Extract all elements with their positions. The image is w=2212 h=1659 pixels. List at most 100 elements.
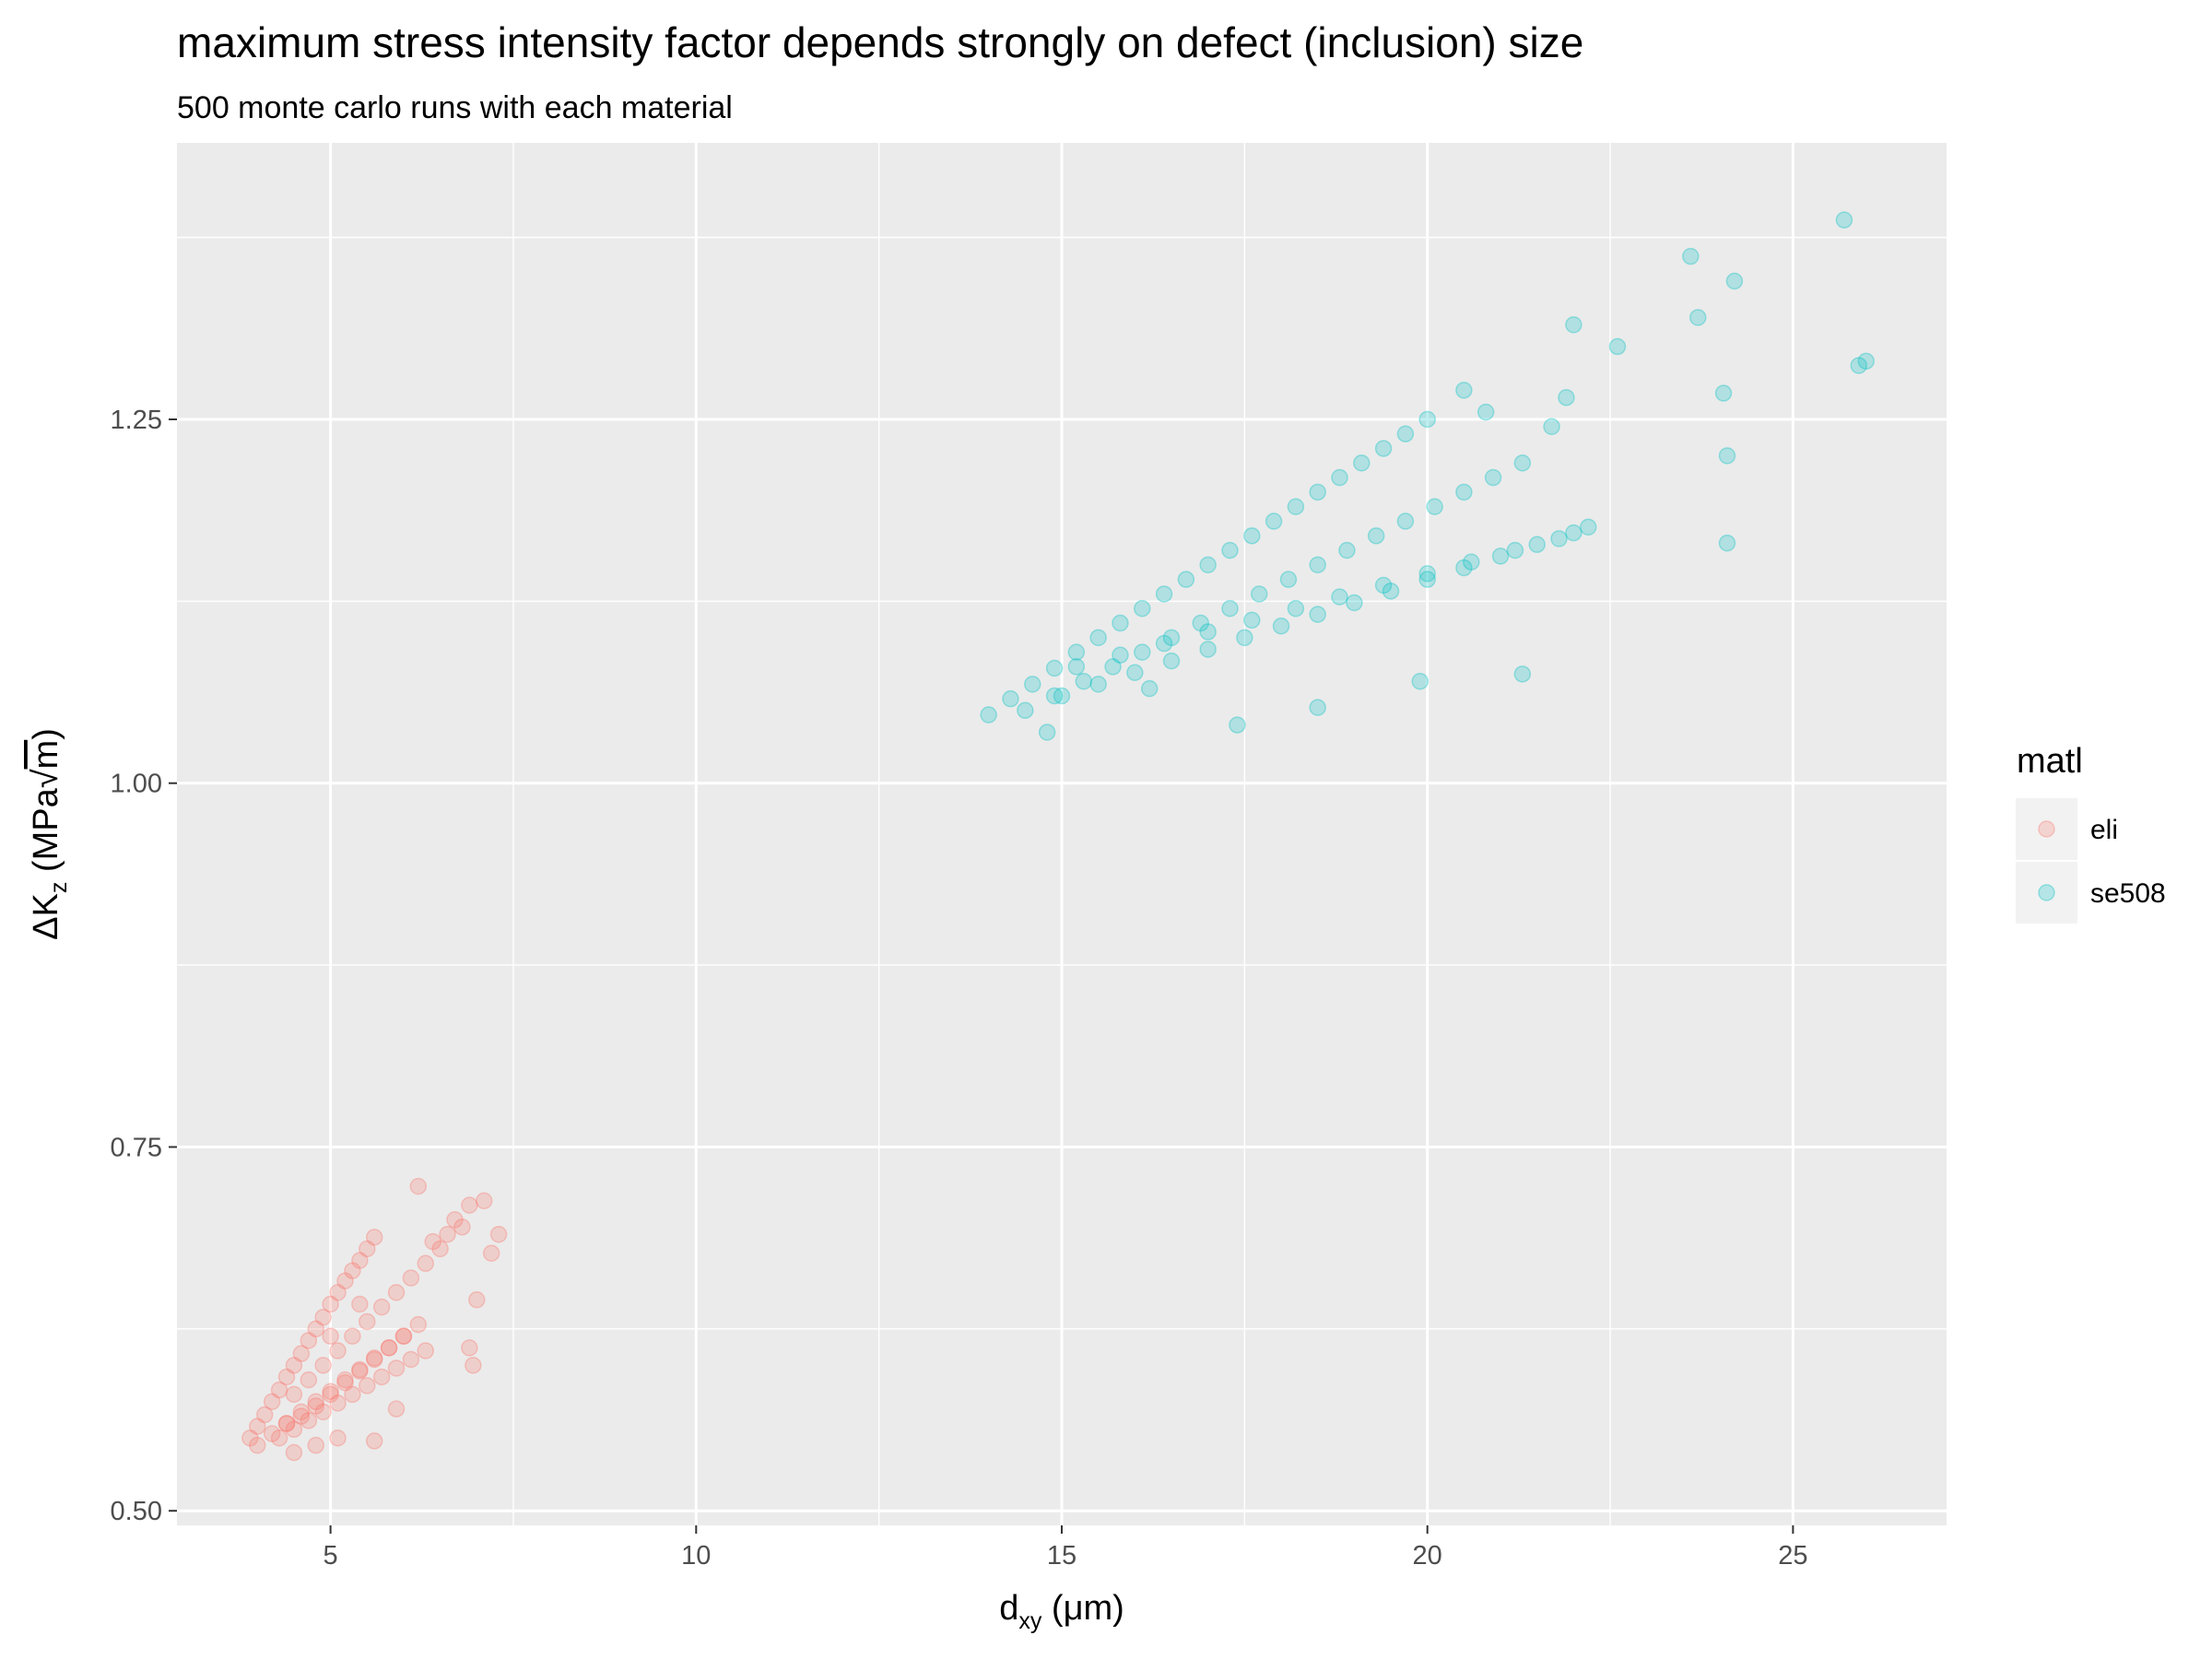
data-point-eli [417,1342,435,1359]
x-tick-label: 10 [681,1541,711,1571]
data-point-eli [359,1377,376,1394]
data-point-eli [300,1332,318,1349]
data-point-se508 [1162,652,1181,670]
data-point-se508 [1017,701,1034,720]
data-point-se508 [1024,676,1041,693]
data-point-se508 [1038,724,1056,741]
data-point-se508 [1104,658,1122,676]
data-point-se508 [1579,518,1597,536]
legend-key-symbol [2038,884,2055,901]
data-point-eli [365,1229,383,1246]
data-points [241,211,1875,1462]
data-point-se508 [1229,716,1246,734]
legend-key [2014,860,2079,925]
legend-label: se508 [2090,878,2166,909]
data-point-eli [249,1418,266,1435]
y-axis-title-subscript: z [46,882,72,894]
data-point-se508 [1221,541,1239,559]
data-point-se508 [1045,687,1064,705]
data-point-se508 [1287,600,1305,618]
x-tick-label: 5 [324,1541,338,1571]
data-point-se508 [1177,571,1195,588]
legend: matl eli se508 [2014,742,2166,925]
data-point-se508 [1857,352,1875,371]
data-point-eli [292,1345,311,1362]
data-point-se508 [1309,483,1326,501]
data-point-eli [344,1385,361,1404]
data-point-eli [359,1240,376,1258]
data-point-eli [270,1430,288,1447]
data-point-eli [461,1196,478,1214]
data-point-se508 [1243,527,1261,545]
data-point-eli [292,1403,311,1421]
data-point-se508 [1718,447,1736,465]
data-point-eli [329,1342,347,1359]
data-point-se508 [1338,541,1356,559]
data-point-se508 [1725,272,1744,290]
data-point-eli [475,1192,493,1210]
data-point-eli [351,1252,369,1269]
data-point-se508 [1053,687,1071,705]
data-point-eli [372,1298,391,1316]
data-point-se508 [1155,585,1173,603]
data-point-se508 [1192,614,1209,632]
data-point-se508 [1112,614,1129,632]
legend-entry-eli: eli [2014,796,2118,862]
data-point-se508 [1279,571,1298,588]
data-point-eli [431,1240,449,1258]
data-point-se508 [1309,606,1326,623]
data-point-eli [409,1177,428,1195]
data-point-eli [314,1308,332,1326]
data-point-eli [461,1339,478,1357]
data-point-se508 [1411,672,1430,690]
data-point-eli [307,1436,324,1454]
data-point-se508 [1382,582,1400,600]
data-point-eli [336,1272,354,1289]
data-point-se508 [1162,629,1181,647]
data-point-eli [394,1327,413,1345]
data-point-eli [277,1368,296,1386]
data-point-se508 [1346,594,1363,612]
data-point-eli [336,1374,354,1392]
data-point-se508 [1718,534,1736,552]
data-point-eli [439,1225,456,1243]
data-point-eli [307,1393,324,1411]
data-point-se508 [1045,659,1064,677]
data-point-se508 [1309,556,1326,574]
data-point-se508 [1506,541,1524,559]
data-point-eli [372,1368,391,1386]
data-point-se508 [1426,498,1443,515]
data-point-eli [394,1327,413,1345]
x-tick-label: 20 [1413,1541,1442,1571]
x-axis-title-subscript: xy [1018,1608,1042,1634]
data-point-eli [329,1430,347,1447]
data-point-se508 [980,706,997,724]
y-axis-title: ΔKz (MPa√m) [27,728,72,940]
y-tick-label: 1.25 [111,406,162,435]
data-point-eli [277,1415,296,1432]
data-point-eli [468,1291,486,1309]
data-point-eli [255,1406,274,1424]
data-point-se508 [1374,440,1393,457]
data-point-eli [322,1382,339,1400]
data-point-eli [300,1371,318,1389]
chart-subtitle: 500 monte carlo runs with each material [177,90,733,125]
y-tick-label: 1.00 [111,770,162,799]
data-point-se508 [1367,527,1385,545]
data-point-eli [249,1436,266,1454]
data-point-se508 [1455,559,1473,577]
data-point-eli [402,1269,420,1287]
data-point-se508 [1272,617,1290,635]
data-point-se508 [1682,247,1700,265]
y-axis-title-unit-pre: (MPa [27,787,65,881]
data-point-se508 [1396,425,1415,443]
data-point-se508 [1309,699,1326,716]
data-point-se508 [1331,468,1348,487]
data-point-se508 [1265,512,1283,530]
grid-major [177,143,1947,1525]
data-point-eli [314,1357,332,1374]
data-point-se508 [1134,643,1151,661]
data-point-se508 [1528,535,1546,554]
data-point-se508 [1002,689,1019,708]
